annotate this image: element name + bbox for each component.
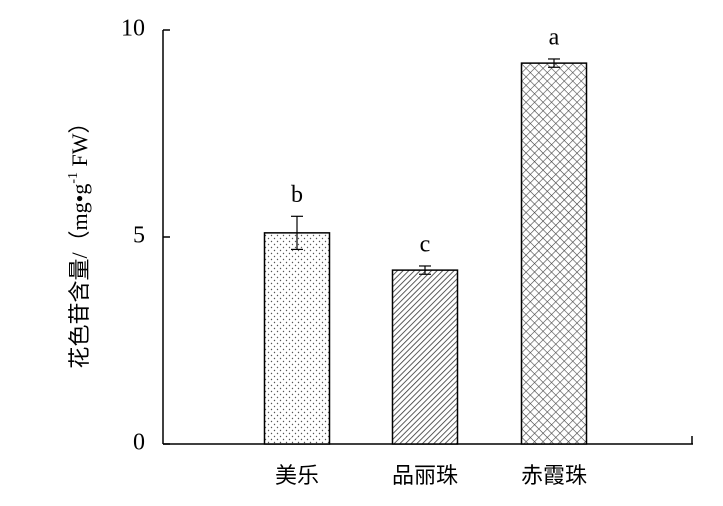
y-axis-label: 花色苷含量/（mg•g-1 FW） xyxy=(66,111,92,368)
y-label-part: FW） xyxy=(67,111,92,172)
y-label-sup: -1 xyxy=(66,172,81,184)
x-tick-label: 赤霞珠 xyxy=(521,464,587,489)
y-tick-label: 10 xyxy=(121,16,145,42)
y-tick-label: 5 xyxy=(133,223,145,249)
significance-letter: b xyxy=(291,182,303,208)
bar xyxy=(520,62,588,445)
x-tick-label: 品丽珠 xyxy=(392,464,458,489)
significance-letter: c xyxy=(420,231,431,257)
bar xyxy=(391,269,459,445)
bar xyxy=(263,232,331,445)
significance-letter: a xyxy=(549,24,560,50)
y-tick-label: 0 xyxy=(133,430,145,456)
x-tick-label: 美乐 xyxy=(275,464,319,489)
y-label-part: 花色苷含量/（mg•g xyxy=(67,184,92,369)
